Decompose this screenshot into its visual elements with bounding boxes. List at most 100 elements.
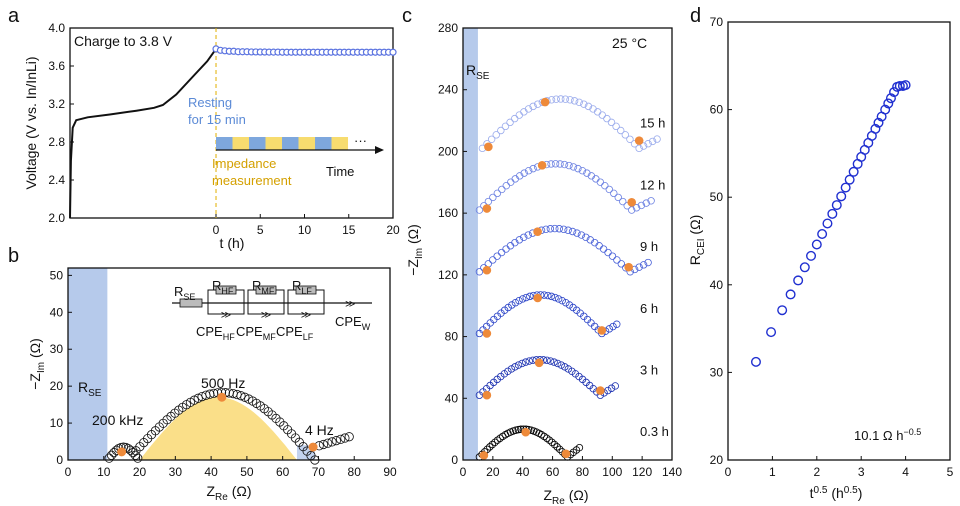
- d-xtick-label: 0: [725, 465, 732, 479]
- c-series-point: [508, 301, 516, 309]
- b-500hz-label: 500 Hz: [201, 375, 245, 391]
- b-data-point: [236, 391, 246, 401]
- c-series-point: [522, 293, 530, 302]
- d-data-point: [827, 208, 838, 219]
- c-series-tail-point: [637, 201, 646, 210]
- c-series-point: [590, 322, 599, 331]
- b-circuit-resistor: [255, 285, 277, 295]
- panel-label-d: d: [690, 5, 701, 27]
- d-data-point: [799, 262, 810, 273]
- b-frequency-marker: [117, 447, 127, 457]
- b-frequency-marker: [217, 392, 227, 402]
- c-series-point: [596, 178, 605, 186]
- b-circuit-cpew-symbol: ≫: [345, 299, 355, 310]
- c-series-point: [599, 245, 608, 253]
- c-xtick-label: 100: [602, 465, 622, 479]
- c-series-label: 3 h: [640, 363, 658, 378]
- d-data-point: [811, 239, 822, 250]
- panel-label-c: c: [402, 5, 412, 27]
- c-series-tail-point: [639, 261, 648, 269]
- c-frequency-marker: [634, 136, 644, 145]
- c-xtick-label: 140: [662, 465, 682, 479]
- c-rse-band: [463, 28, 478, 460]
- c-series-point: [493, 436, 502, 444]
- a-xtick-label: 0: [213, 223, 220, 237]
- c-series-point: [511, 175, 519, 183]
- c-series-point: [570, 97, 579, 105]
- b-data-point: [331, 436, 341, 446]
- c-series-point: [547, 292, 556, 301]
- c-series-point: [574, 164, 582, 173]
- a-xtick-label: 15: [342, 223, 356, 237]
- c-frequency-marker: [484, 142, 493, 152]
- d-data-point: [817, 228, 828, 239]
- c-series-point: [617, 126, 625, 135]
- c-series-point: [601, 181, 609, 190]
- c-series-point: [552, 95, 560, 103]
- b-xtick-label: 0: [65, 465, 72, 479]
- c-ytick-label: 240: [438, 83, 458, 97]
- a-xtick-label: 10: [298, 223, 312, 237]
- c-series-point: [543, 434, 551, 442]
- c-series-point: [529, 164, 537, 173]
- c-series-point: [502, 181, 510, 190]
- c-series-point: [556, 445, 564, 454]
- c-series-point: [553, 443, 561, 451]
- a-charge-curve: [69, 48, 217, 219]
- c-ytick-label: 0: [451, 453, 458, 467]
- c-series-point: [540, 291, 548, 299]
- b-data-point: [336, 434, 346, 444]
- d-xtick-label: 1: [769, 465, 776, 479]
- c-series-point: [569, 163, 578, 171]
- c-series-point: [501, 122, 510, 131]
- a-resting-point: [389, 48, 397, 56]
- c-series-point: [492, 131, 500, 139]
- b-circuit-resistor: [215, 285, 237, 295]
- d-xtick-label: 2: [813, 465, 820, 479]
- d-data-point: [873, 117, 884, 128]
- c-series-point: [556, 160, 564, 168]
- d-data-point: [848, 166, 859, 177]
- c-series-point: [543, 356, 551, 365]
- b-x-axis-label: ZRe (Ω): [206, 483, 251, 503]
- c-series-point: [566, 96, 574, 104]
- b-data-point: [205, 389, 215, 399]
- b-frequency-marker: [308, 442, 318, 452]
- c-series-point: [520, 233, 528, 241]
- b-data-point: [128, 448, 138, 458]
- b-200khz-label: 200 kHz: [92, 412, 143, 428]
- b-circuit-cpe-symbol: ≫: [301, 310, 311, 321]
- c-series-point: [540, 432, 548, 441]
- c-frequency-marker: [540, 97, 550, 107]
- c-series-point: [516, 172, 524, 180]
- d-data-point: [750, 356, 761, 367]
- c-series-point: [617, 260, 626, 268]
- d-xtick-label: 3: [858, 465, 865, 479]
- c-series-point: [498, 185, 506, 194]
- c-series-point: [520, 169, 528, 177]
- c-series-point: [487, 135, 496, 143]
- c-series-point: [575, 98, 583, 107]
- c-series-tail-point: [642, 199, 650, 207]
- b-xtick-label: 90: [383, 465, 397, 479]
- a-schematic-resting-block: [315, 137, 332, 150]
- d-y-axis-label: RCEI (Ω): [687, 215, 707, 265]
- d-x-axis-label: t0.5 (h0.5): [810, 485, 863, 501]
- c-frequency-marker: [482, 204, 492, 213]
- c-series-point: [489, 256, 497, 264]
- c-series-tail-point: [575, 443, 584, 452]
- c-series-point: [545, 436, 554, 444]
- b-ytick-label: 30: [50, 342, 64, 356]
- b-circuit-r-label: RMF: [252, 278, 275, 296]
- c-xtick-label: 20: [486, 465, 500, 479]
- b-circuit-r-label: RHF: [212, 278, 234, 296]
- c-series-point: [506, 118, 514, 127]
- c-series-point: [542, 225, 550, 234]
- c-series-point: [515, 296, 523, 305]
- d-data-point: [889, 87, 900, 98]
- c-series-tail-point: [613, 320, 621, 328]
- a-ytick-label: 2.0: [48, 211, 65, 225]
- a-schematic-resting-block: [216, 137, 233, 150]
- c-series-point: [515, 111, 523, 119]
